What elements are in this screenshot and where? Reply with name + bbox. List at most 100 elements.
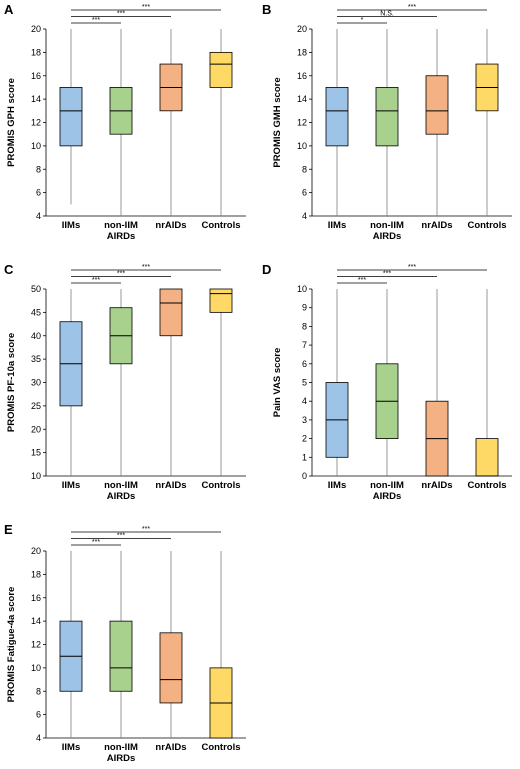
x-tick-label: Controls — [467, 220, 506, 231]
x-tick-label: IIMs — [62, 742, 80, 753]
box-controls — [475, 29, 499, 216]
x-tick-label: Controls — [201, 742, 240, 753]
y-axis-label: PROMIS GPH score — [6, 78, 17, 167]
panel-letter: E — [4, 522, 13, 537]
y-axis-label: PROMIS GMH score — [272, 77, 283, 167]
box-iims — [325, 29, 349, 216]
x-tick-label: nrAIDs — [155, 742, 186, 753]
x-tick-label-line2: AIRDs — [107, 491, 136, 502]
x-tick-label: nrAIDs — [421, 480, 452, 491]
y-tick-label: 8 — [36, 686, 41, 696]
significance-label: * — [361, 17, 364, 24]
y-tick-label: 15 — [31, 448, 41, 458]
y-tick-label: 7 — [302, 340, 307, 350]
y-tick-label: 8 — [302, 321, 307, 331]
y-tick-label: 10 — [31, 471, 41, 481]
y-tick-label: 4 — [36, 733, 41, 743]
panel-letter: B — [262, 2, 271, 17]
y-tick-label: 8 — [302, 164, 307, 174]
y-tick-label: 20 — [297, 24, 307, 34]
box-iqr — [109, 620, 133, 692]
significance-label: *** — [408, 4, 416, 11]
y-tick-label: 6 — [302, 359, 307, 369]
significance-label: *** — [408, 264, 416, 271]
x-tick-label: IIMs — [62, 480, 80, 491]
box-nraids — [159, 288, 183, 476]
y-axis-label: PROMIS Fatigue-4a score — [6, 587, 17, 703]
y-tick-label: 10 — [31, 663, 41, 673]
y-tick-label: 0 — [302, 471, 307, 481]
y-tick-label: 20 — [31, 546, 41, 556]
box-iqr — [159, 288, 183, 337]
x-tick-label: Controls — [201, 480, 240, 491]
y-tick-label: 12 — [31, 118, 41, 128]
y-tick-label: 2 — [302, 434, 307, 444]
box-iqr — [159, 632, 183, 704]
panel-letter: A — [4, 2, 14, 17]
panel-b: B PROMIS GMH score 4 6 8 10 12 14 16 18 20 IIMs non-… — [262, 2, 512, 242]
y-tick-label: 45 — [31, 307, 41, 317]
x-tick-label: non-IIM — [104, 742, 138, 753]
y-tick-label: 6 — [302, 188, 307, 198]
box-non-iim-airds — [109, 29, 133, 216]
y-tick-label: 5 — [302, 378, 307, 388]
y-tick-label: 50 — [31, 284, 41, 294]
y-tick-label: 18 — [31, 47, 41, 57]
box-non-iim-airds — [109, 551, 133, 738]
y-tick-label: 10 — [297, 284, 307, 294]
significance-label: *** — [92, 17, 100, 24]
y-tick-label: 18 — [297, 47, 307, 57]
x-tick-label: IIMs — [62, 220, 80, 231]
panel-letter: C — [4, 262, 14, 277]
y-tick-label: 4 — [302, 396, 307, 406]
box-iqr — [325, 87, 349, 147]
significance-label: *** — [117, 11, 125, 18]
panel-c: C PROMIS PF-10a score 10 15 20 25 30 35 40 45 50 II… — [4, 262, 246, 502]
y-tick-label: 4 — [302, 211, 307, 221]
box-nraids — [159, 551, 183, 738]
panel-a: A PROMIS GPH score 4 6 8 10 12 14 16 18 20 IIMs non-… — [4, 2, 246, 242]
significance-label: *** — [117, 271, 125, 278]
significance-label: *** — [383, 271, 391, 278]
y-tick-label: 20 — [31, 24, 41, 34]
significance-label: *** — [117, 533, 125, 540]
y-tick-label: 16 — [297, 71, 307, 81]
x-tick-label-line2: AIRDs — [107, 753, 136, 764]
box-controls — [475, 289, 499, 477]
panel-letter: D — [262, 262, 271, 277]
y-tick-label: 4 — [36, 211, 41, 221]
y-tick-label: 3 — [302, 415, 307, 425]
box-iims — [59, 551, 83, 738]
y-tick-label: 30 — [31, 378, 41, 388]
box-iqr — [475, 438, 499, 477]
y-tick-label: 1 — [302, 452, 307, 462]
significance-label: *** — [142, 526, 150, 533]
box-iqr — [209, 288, 233, 313]
y-tick-label: 6 — [36, 188, 41, 198]
y-tick-label: 16 — [31, 71, 41, 81]
x-tick-label: Controls — [467, 480, 506, 491]
y-tick-label: 6 — [36, 710, 41, 720]
x-tick-label: nrAIDs — [421, 220, 452, 231]
y-tick-label: 14 — [297, 94, 307, 104]
x-tick-label: non-IIM — [104, 220, 138, 231]
box-controls — [209, 551, 233, 739]
box-nraids — [425, 289, 449, 477]
y-tick-label: 14 — [31, 94, 41, 104]
y-tick-label: 14 — [31, 616, 41, 626]
y-tick-label: 10 — [297, 141, 307, 151]
y-tick-label: 40 — [31, 331, 41, 341]
significance-label: *** — [142, 264, 150, 271]
box-non-iim-airds — [109, 289, 133, 476]
box-iqr — [59, 87, 83, 147]
x-tick-label-line2: AIRDs — [373, 231, 402, 242]
x-tick-label: non-IIM — [104, 480, 138, 491]
box-iims — [325, 289, 349, 476]
box-iqr — [209, 51, 233, 88]
box-controls — [209, 29, 233, 216]
panel-d: D Pain VAS score 0 1 2 3 4 5 6 7 8 9 10 IIMs non-IIMAI… — [262, 262, 512, 502]
y-tick-label: 12 — [297, 118, 307, 128]
box-iqr — [425, 75, 449, 135]
y-tick-label: 16 — [31, 593, 41, 603]
